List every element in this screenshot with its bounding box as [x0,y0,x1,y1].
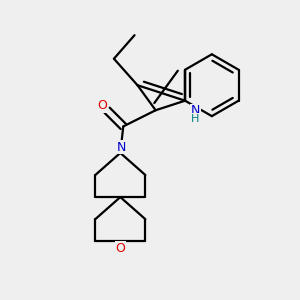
Text: N: N [117,140,127,154]
Text: O: O [98,99,108,112]
Text: O: O [116,242,125,255]
Text: N: N [191,104,200,118]
Text: H: H [191,114,200,124]
